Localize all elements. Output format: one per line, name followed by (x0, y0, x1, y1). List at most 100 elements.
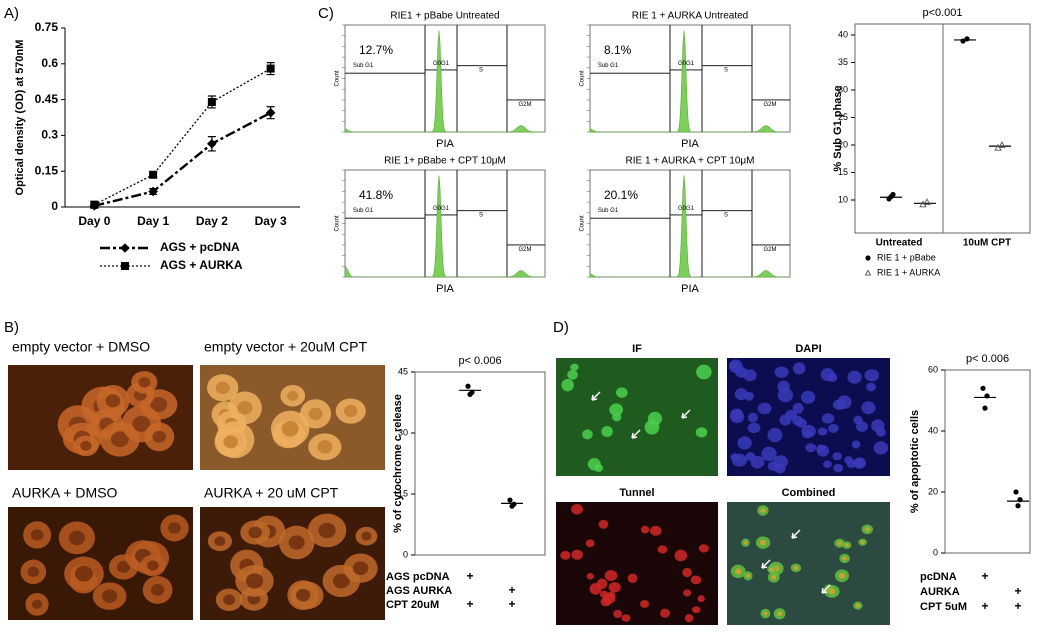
marker (207, 138, 217, 149)
cell (684, 614, 694, 623)
cell (871, 419, 885, 433)
arrow (761, 559, 771, 569)
cell-nucleus (295, 588, 311, 602)
condition-mark: + (508, 583, 515, 597)
cell (774, 464, 786, 474)
cell-nucleus (771, 574, 777, 580)
arrow (681, 409, 691, 419)
cell (660, 608, 671, 618)
cell (609, 403, 624, 416)
marker (980, 385, 986, 391)
cell (757, 402, 772, 415)
cell (734, 388, 748, 401)
cell (777, 380, 790, 393)
gate-label: Sub G1 (598, 208, 619, 214)
cell (866, 382, 876, 392)
subg1-percent: 8.1% (604, 43, 632, 57)
gate-label: Sub G1 (353, 208, 374, 214)
condition-mark: + (1014, 584, 1021, 598)
cell-nucleus (245, 573, 264, 589)
gate-label: S (724, 68, 728, 74)
panel-label: D) (553, 319, 569, 336)
flow-xlabel: PIA (681, 283, 699, 295)
cell (796, 418, 807, 429)
y-tick-label: 0.15 (35, 163, 59, 177)
cell (774, 366, 789, 378)
cell (696, 364, 712, 380)
cell-nucleus (287, 390, 299, 401)
cell (805, 443, 817, 453)
cell (608, 582, 621, 593)
arrow (631, 429, 641, 439)
cell-nucleus (68, 530, 86, 546)
subg1-percent: 20.1% (604, 188, 638, 202)
cell-nucleus (223, 435, 238, 449)
y-axis-label: % of apoptotic cells (909, 410, 921, 513)
y-tick-label: 25 (838, 112, 848, 122)
cell-nucleus (352, 561, 369, 576)
micrograph (556, 502, 718, 625)
marker (960, 38, 966, 44)
subg1-percent: 41.8% (359, 188, 393, 202)
cell (657, 545, 668, 554)
cell (560, 550, 571, 560)
gate-label: S (479, 68, 483, 74)
cell-nucleus (760, 508, 766, 513)
cell-nucleus (132, 415, 151, 432)
marker (982, 405, 988, 411)
x-tick-label: Day 2 (196, 214, 228, 228)
legend-label: AGS + AURKA (160, 258, 243, 272)
marker (509, 503, 515, 509)
gate-label: G2M (518, 102, 531, 108)
condition-label: CPT 20uM (386, 599, 439, 611)
x-tick-label: Day 0 (78, 214, 110, 228)
flow-title: RIE1 + pBabe Untreated (390, 11, 499, 22)
y-tick-label: 0 (51, 199, 58, 213)
cell-nucleus (27, 566, 40, 577)
subg1-percent: 12.7% (359, 43, 393, 57)
cell-nucleus (828, 588, 836, 595)
cell (800, 390, 816, 404)
panel-label: B) (4, 319, 19, 336)
condition-label: AGS pcDNA (386, 571, 450, 583)
flow-ylabel: Count (580, 215, 586, 231)
marker (266, 64, 275, 73)
cell-nucleus (116, 561, 131, 573)
cell (644, 419, 660, 435)
cell (802, 430, 813, 439)
legend-marker (864, 269, 872, 276)
cell-nucleus (31, 599, 43, 610)
cell (601, 426, 613, 437)
cell (587, 458, 601, 471)
cell (570, 363, 579, 371)
marker (90, 200, 99, 209)
cell-nucleus (150, 397, 168, 412)
panel-label: A) (4, 5, 19, 22)
micrograph-caption: AURKA + 20 uM CPT (204, 485, 339, 501)
annotation: p< 0.006 (966, 353, 1009, 365)
cell-nucleus (317, 440, 333, 454)
condition-label: CPT 5uM (920, 601, 967, 613)
cell (873, 441, 889, 455)
gate-label: S (724, 213, 728, 219)
cell-nucleus (147, 560, 159, 571)
marker (465, 383, 471, 389)
micrograph-caption: Tunnel (619, 487, 654, 499)
y-tick-label: 40 (928, 425, 938, 435)
marker (888, 194, 894, 200)
cell (747, 422, 761, 434)
cell (792, 362, 806, 375)
cell (561, 378, 574, 392)
legend-marker (121, 262, 129, 270)
y-tick-label: 0.3 (41, 128, 58, 142)
arrow (791, 529, 801, 539)
condition-mark: + (466, 569, 473, 583)
marker (984, 393, 990, 399)
y-tick-label: 15 (398, 488, 408, 498)
cell-nucleus (759, 539, 767, 546)
cell-nucleus (308, 407, 323, 421)
flow-frame (589, 169, 791, 278)
condition-label: pcDNA (920, 571, 957, 583)
cell (598, 519, 609, 529)
